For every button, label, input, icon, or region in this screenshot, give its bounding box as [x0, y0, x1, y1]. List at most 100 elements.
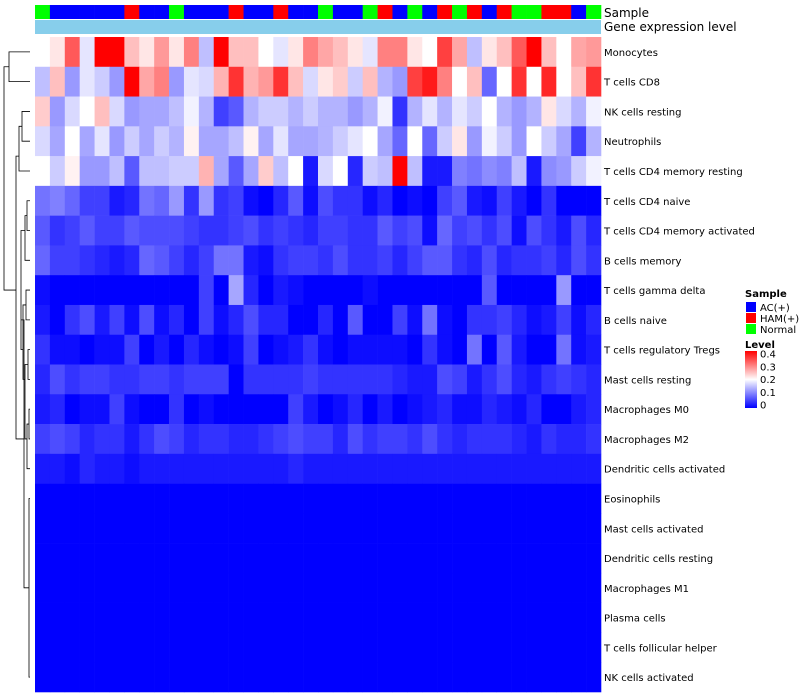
heatmap-cell [392, 185, 408, 216]
heatmap-cell [288, 185, 304, 216]
heatmap-cell [213, 602, 229, 633]
heatmap-cell [422, 185, 438, 216]
heatmap-cell [213, 424, 229, 455]
heatmap-cell [586, 37, 602, 68]
heatmap-cell [347, 662, 363, 693]
heatmap-cell [35, 453, 51, 484]
heatmap-cell [511, 543, 527, 574]
heatmap-cell [169, 304, 185, 336]
heatmap-cell [169, 483, 185, 514]
heatmap-cell [213, 304, 229, 336]
heatmap-cell [288, 483, 304, 514]
heatmap-cell [571, 215, 587, 246]
heatmap-cell [303, 334, 319, 365]
heatmap-cell [169, 334, 185, 365]
heatmap-cell [466, 334, 483, 365]
heatmap-cell [526, 96, 542, 127]
legend-sample-swatch [746, 302, 756, 312]
heatmap-cell [377, 245, 393, 276]
heatmap-cell [437, 394, 453, 425]
heatmap-cell [437, 245, 453, 276]
heatmap-cell [49, 304, 66, 336]
heatmap-cell [64, 37, 80, 68]
heatmap-cell [154, 215, 170, 246]
heatmap-cell [49, 156, 66, 187]
heatmap-cell [318, 483, 334, 514]
heatmap-cell [362, 275, 378, 306]
heatmap-cell [466, 304, 483, 336]
heatmap-cell [407, 275, 423, 306]
heatmap-cell [109, 394, 125, 425]
heatmap-cell [303, 483, 319, 514]
heatmap-cell [64, 662, 80, 693]
heatmap-cell [243, 215, 259, 246]
heatmap-cell [243, 185, 259, 216]
heatmap-cell [183, 572, 200, 603]
heatmap-cell [526, 543, 542, 574]
heatmap-cell [362, 572, 378, 603]
heatmap-cell [437, 602, 453, 633]
heatmap-cell [541, 66, 557, 97]
heatmap-cell [556, 275, 572, 306]
heatmap-cell [466, 424, 483, 455]
heatmap-cell [347, 334, 363, 365]
heatmap-cell [511, 662, 527, 693]
sample-annotation-cell [362, 5, 378, 19]
heatmap-cell [288, 543, 304, 574]
sample-annotation-cell [124, 5, 140, 19]
heatmap-cell [571, 185, 587, 216]
heatmap-cell [183, 304, 200, 336]
heatmap-cell [303, 602, 319, 633]
heatmap-cell [481, 632, 498, 663]
heatmap-cell [64, 215, 80, 246]
heatmap-cell [273, 602, 289, 633]
heatmap-cell [35, 543, 51, 574]
heatmap-cell [288, 662, 304, 693]
heatmap-cell [243, 156, 259, 187]
sample-annotation-cell [556, 5, 572, 19]
heatmap-cell [228, 453, 244, 484]
heatmap-cell [556, 126, 572, 157]
heatmap-cell [198, 66, 215, 97]
heatmap-cell [94, 66, 110, 97]
heatmap-cell [139, 275, 155, 306]
heatmap-cell [511, 572, 527, 603]
heatmap-cell [407, 96, 423, 127]
heatmap-cell [198, 453, 215, 484]
heatmap-cell [109, 37, 125, 68]
heatmap-cell [94, 662, 110, 693]
heatmap-cell [94, 37, 110, 68]
gene-expression-annotation-bar [35, 20, 601, 34]
heatmap-cell [169, 275, 185, 306]
heatmap-cell [586, 424, 602, 455]
heatmap-cell [213, 215, 229, 246]
heatmap-cell [437, 156, 453, 187]
heatmap-cell [541, 245, 557, 276]
heatmap-cell [109, 662, 125, 693]
heatmap-cell [586, 334, 602, 365]
heatmap-cell [109, 304, 125, 336]
heatmap-cell [213, 572, 229, 603]
dendrogram-branch [20, 230, 25, 351]
heatmap-cell [571, 453, 587, 484]
heatmap-cell [79, 483, 95, 514]
heatmap-cell [362, 483, 378, 514]
heatmap-cell [154, 602, 170, 633]
heatmap-cell [452, 364, 468, 395]
heatmap-cell [556, 245, 572, 276]
heatmap-cell [437, 572, 453, 603]
heatmap-cell [347, 543, 363, 574]
heatmap-cell [422, 513, 438, 544]
heatmap-cell [332, 156, 349, 187]
heatmap-cell [303, 126, 319, 157]
heatmap-cell [556, 453, 572, 484]
heatmap-cell [526, 37, 542, 68]
heatmap-cell [332, 483, 349, 514]
heatmap-cell [303, 304, 319, 336]
heatmap-cell [407, 304, 423, 336]
heatmap-cell [392, 424, 408, 455]
heatmap-cell [332, 215, 349, 246]
heatmap-cell [154, 185, 170, 216]
heatmap-cell [94, 453, 110, 484]
heatmap-cell [541, 602, 557, 633]
